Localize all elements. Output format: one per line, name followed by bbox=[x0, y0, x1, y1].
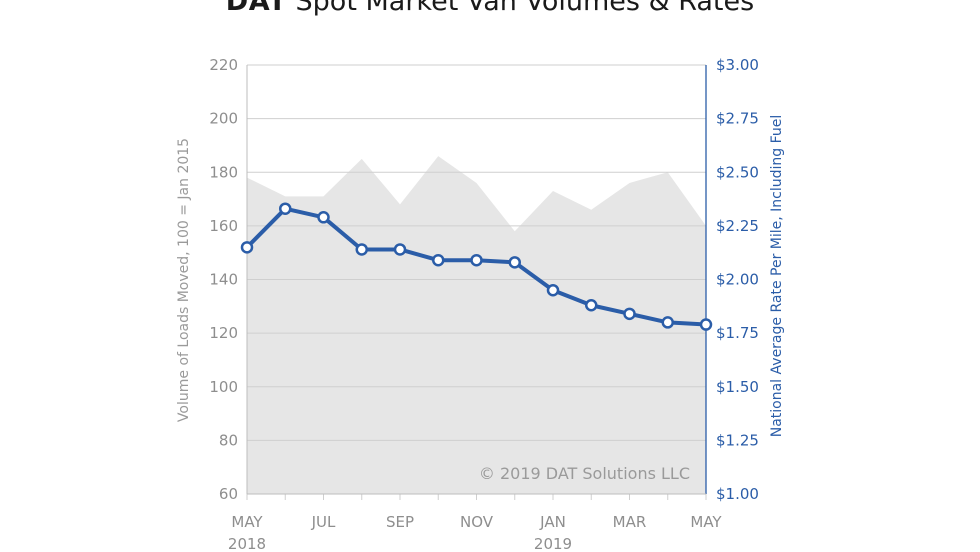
y-left-tick-label: 120 bbox=[209, 324, 238, 342]
tick-labels: 60 $1.00 80 $1.25 100 $1.50 120 $1.75 140 $2.00 16… bbox=[209, 56, 759, 552]
y-left-tick-label: 160 bbox=[209, 217, 238, 235]
y-axis-left-label: Volume of Loads Moved, 100 = Jan 2015 bbox=[176, 138, 192, 422]
y-right-tick-label: $1.00 bbox=[716, 485, 759, 503]
volume-area bbox=[247, 156, 706, 494]
rate-line-layer bbox=[240, 202, 713, 331]
rate-point bbox=[279, 202, 292, 215]
x-tick-label: JUL bbox=[311, 513, 336, 531]
x-tick-label: MAY bbox=[231, 513, 263, 531]
copyright-note: © 2019 DAT Solutions LLC bbox=[479, 464, 690, 483]
rate-point bbox=[470, 253, 483, 267]
rate-point bbox=[585, 298, 598, 312]
rate-point bbox=[508, 256, 521, 269]
x-tick-label: MAY bbox=[690, 513, 722, 531]
rate-point bbox=[546, 283, 560, 297]
y-right-tick-label: $2.25 bbox=[716, 217, 759, 235]
chart-title-brand: DAT bbox=[225, 0, 287, 17]
y-left-tick-label: 200 bbox=[209, 110, 238, 128]
x-tick-label: NOV bbox=[460, 513, 494, 531]
y-left-tick-label: 100 bbox=[209, 378, 238, 396]
gridlines bbox=[247, 64, 706, 441]
rate-point bbox=[317, 211, 330, 224]
y-left-tick-label: 180 bbox=[209, 163, 238, 181]
y-right-tick-label: $2.75 bbox=[716, 110, 759, 128]
rate-point bbox=[699, 318, 713, 331]
y-left-tick-label: 60 bbox=[219, 485, 238, 503]
x-tick-label: SEP bbox=[386, 513, 414, 531]
rate-point bbox=[240, 241, 254, 254]
rate-point bbox=[623, 307, 636, 321]
chart-title-text: Spot Market Van Volumes & Rates bbox=[286, 0, 755, 17]
rate-point bbox=[393, 243, 407, 256]
y-left-tick-label: 220 bbox=[209, 56, 238, 74]
y-right-tick-label: $1.50 bbox=[716, 378, 759, 396]
x-tick-label: MAR bbox=[613, 513, 647, 531]
volume-area-layer bbox=[247, 156, 706, 494]
y-left-tick-label: 80 bbox=[219, 431, 238, 449]
y-right-tick-label: $2.00 bbox=[716, 271, 759, 289]
x-tick-year-label: 2019 bbox=[534, 535, 572, 552]
y-right-tick-label: $2.50 bbox=[716, 163, 759, 181]
y-right-tick-label: $1.75 bbox=[716, 324, 759, 342]
rate-point bbox=[355, 243, 368, 256]
rate-point bbox=[661, 316, 674, 329]
y-right-tick-label: $3.00 bbox=[716, 56, 759, 74]
y-left-tick-label: 140 bbox=[209, 271, 238, 289]
chart-title: DAT Spot Market Van Volumes & Rates bbox=[0, 0, 980, 17]
rate-point bbox=[432, 253, 445, 267]
x-tick-year-label: 2018 bbox=[228, 535, 266, 552]
y-right-tick-label: $1.25 bbox=[716, 431, 759, 449]
y-axis-right-label: National Average Rate Per Mile, Includin… bbox=[769, 115, 785, 438]
axes bbox=[246, 65, 707, 500]
x-tick-label: JAN bbox=[539, 513, 566, 531]
